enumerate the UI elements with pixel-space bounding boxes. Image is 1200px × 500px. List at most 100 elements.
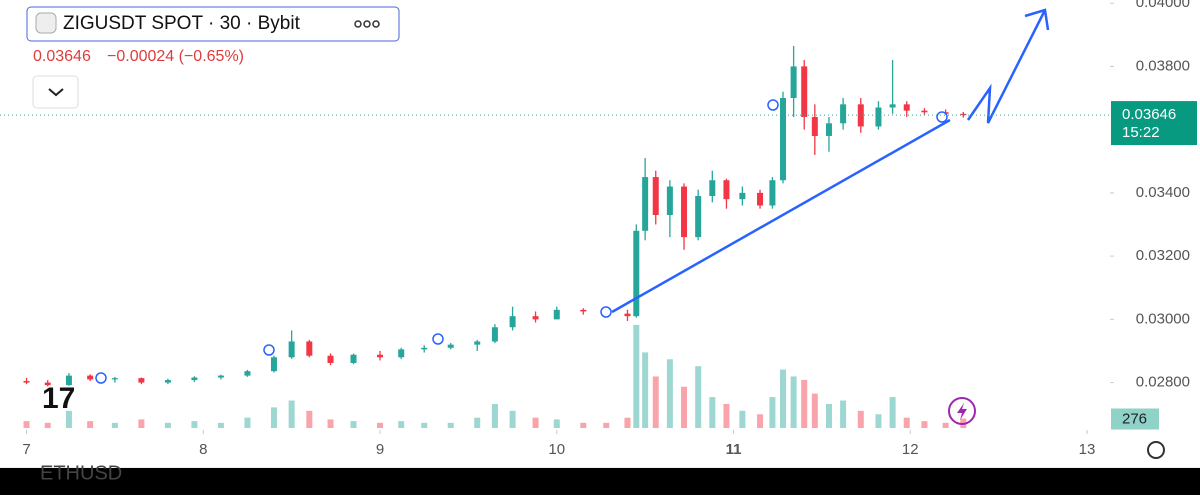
volume-bar xyxy=(327,419,334,428)
volume-bar xyxy=(903,417,910,428)
lightning xyxy=(957,403,967,420)
candle-body xyxy=(191,377,198,381)
volume-bar xyxy=(270,407,277,428)
last-price-box xyxy=(1111,101,1197,146)
volume-bar xyxy=(350,421,357,428)
volume-bar xyxy=(889,397,896,428)
volume-bar xyxy=(757,414,764,428)
symbol-icon xyxy=(35,12,57,34)
projection-arrow xyxy=(966,9,1047,124)
candle-body xyxy=(327,355,334,363)
candle-body xyxy=(825,123,832,136)
volume-bar xyxy=(790,376,797,428)
candle-body xyxy=(244,371,251,376)
trend-line xyxy=(611,118,951,314)
candle-body xyxy=(801,66,808,117)
volume-bar xyxy=(111,422,118,428)
candle-body xyxy=(270,357,277,372)
candle-body xyxy=(695,196,702,238)
candle-body xyxy=(350,354,357,363)
x-tick-label: 9 xyxy=(376,441,384,458)
candle-body xyxy=(23,380,30,383)
settings-icon[interactable] xyxy=(1147,441,1165,459)
volume-bar xyxy=(532,417,539,428)
candle-body xyxy=(769,180,776,206)
candle-body xyxy=(723,180,730,200)
candle-body xyxy=(960,113,967,116)
candle-body xyxy=(580,309,587,312)
logo: 17 xyxy=(42,382,75,415)
more-icon[interactable] xyxy=(354,20,380,28)
candle-body xyxy=(474,341,481,345)
countdown-label: 15:22 xyxy=(1122,124,1160,141)
volume-bar xyxy=(857,410,864,428)
volume-bar xyxy=(217,422,224,428)
candle-body xyxy=(666,186,673,215)
last-price: 0.03646 xyxy=(33,48,91,65)
symbol-box[interactable] xyxy=(26,6,400,42)
candle-body xyxy=(138,378,145,383)
candle-body xyxy=(377,354,384,358)
volume-bar xyxy=(769,397,776,428)
candle-body xyxy=(509,316,516,328)
volume-bar xyxy=(695,366,702,428)
candle-body xyxy=(652,177,659,215)
chevron xyxy=(48,88,64,97)
candle-body xyxy=(306,341,313,356)
candle-body xyxy=(681,186,688,238)
volume-bar xyxy=(780,369,787,428)
y-tick-label: 0.03400 xyxy=(1136,184,1190,201)
lightning-icon[interactable] xyxy=(948,397,976,425)
volume-bar xyxy=(398,421,405,428)
candle-body xyxy=(642,177,649,231)
volume-bar xyxy=(642,352,649,428)
volume-bar xyxy=(666,359,673,428)
volume-bar xyxy=(164,422,171,428)
bottom-bar xyxy=(0,468,1200,495)
volume-bar xyxy=(624,417,631,428)
collapse-button[interactable] xyxy=(32,75,79,109)
volume-bar xyxy=(553,419,560,428)
x-tick-label: 7 xyxy=(22,441,30,458)
x-tick-label: 8 xyxy=(199,441,207,458)
volume-bar xyxy=(825,403,832,428)
volume-bar xyxy=(191,421,198,428)
candle-body xyxy=(624,313,631,317)
candle-body xyxy=(903,104,910,111)
volume-bar xyxy=(723,403,730,428)
volume-bar xyxy=(709,397,716,428)
volume-bar xyxy=(633,324,640,428)
y-tick-label: 0.02800 xyxy=(1136,374,1190,391)
volume-bar xyxy=(87,421,94,428)
volume-bar xyxy=(377,422,384,428)
candle-body xyxy=(87,375,94,380)
symbol-title: ZIGUSDT SPOT · 30 · Bybit xyxy=(63,13,301,34)
volume-bar xyxy=(509,410,516,428)
candle-body xyxy=(217,375,224,378)
candle-body xyxy=(633,230,640,317)
candle-body xyxy=(875,107,882,127)
volume-bar xyxy=(811,393,818,428)
candle-body xyxy=(288,341,295,358)
y-tick-label: 0.03200 xyxy=(1136,247,1190,264)
volume-bar xyxy=(491,403,498,428)
volume-bar xyxy=(652,376,659,428)
candle-body xyxy=(709,180,716,197)
candle-body xyxy=(739,192,746,200)
volume-bar xyxy=(288,400,295,428)
volume-bar xyxy=(942,422,949,428)
candle-body xyxy=(840,104,847,124)
x-tick-label: 13 xyxy=(1079,441,1096,458)
volume-bar xyxy=(580,422,587,428)
volume-bar xyxy=(244,417,251,428)
candle-body xyxy=(811,116,818,136)
x-tick-label: 12 xyxy=(902,441,919,458)
y-tick-label: 0.03800 xyxy=(1136,57,1190,74)
volume-bar xyxy=(306,410,313,428)
volume-bar xyxy=(840,400,847,428)
candle-body xyxy=(111,378,118,380)
candle-body xyxy=(790,66,797,99)
